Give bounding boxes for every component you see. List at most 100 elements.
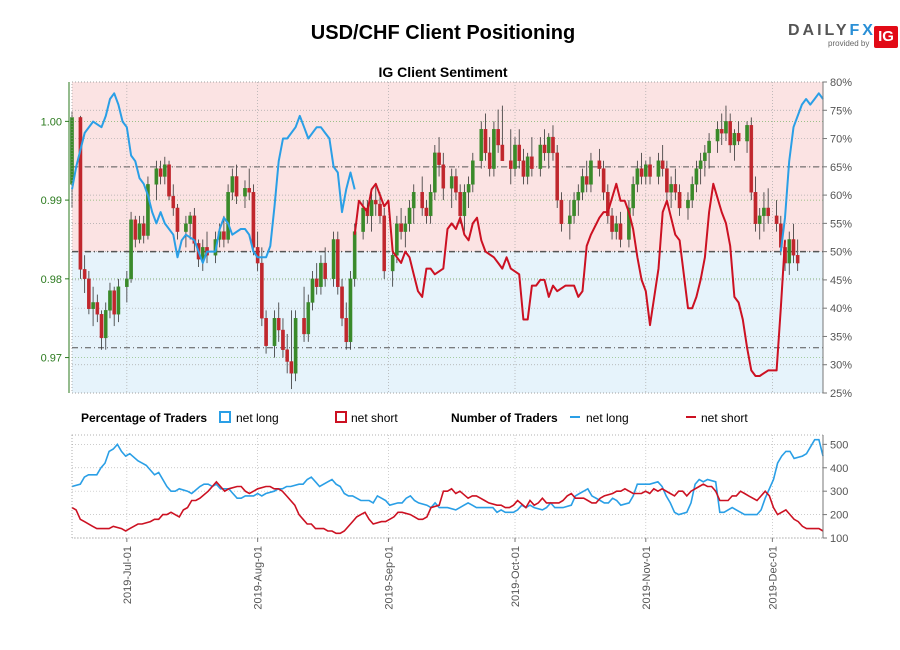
candle-body (108, 290, 112, 311)
candle-body (184, 223, 188, 232)
candle-body (116, 286, 121, 315)
candle-body (310, 278, 315, 303)
candle-body (508, 160, 513, 169)
candle-body (441, 164, 446, 189)
candle-body (749, 125, 754, 193)
candle-body (99, 314, 104, 339)
candle-body (635, 168, 640, 185)
legend-number-title: Number of Traders (451, 411, 558, 425)
pct-net-short-line (353, 182, 786, 377)
logo-provided-by: provided by (828, 39, 870, 48)
candle-body (715, 129, 720, 142)
candle-body (373, 199, 378, 205)
percent-axis: 25% 30% 35% 40% 45% 50% 55% 60% 65% 70% 75% 80% (823, 77, 852, 400)
date-tick-label: 2019-Dec-01 (767, 546, 779, 610)
candle-body (728, 121, 732, 146)
logo-daily: DAILY (788, 22, 850, 39)
price-tick-label: 0.97 (41, 353, 62, 365)
candle-body (614, 223, 619, 232)
candle-body (513, 144, 517, 169)
candle-body (462, 192, 467, 217)
candle-body (487, 152, 492, 169)
candle-body (378, 203, 382, 217)
legend-pct-net-short: net short (351, 411, 398, 425)
candle-body (314, 278, 319, 287)
pct-tick-label: 25% (830, 388, 852, 400)
pct-tick-label: 65% (830, 162, 852, 174)
candle-body (112, 290, 116, 315)
candle-body (167, 164, 171, 197)
candle-body (677, 192, 682, 209)
candle-body (390, 255, 395, 272)
candle-body (103, 310, 108, 339)
candle-body (260, 262, 264, 319)
count-net-long-line (71, 438, 824, 516)
pct-tick-label: 70% (830, 134, 852, 146)
candle-body (517, 144, 522, 161)
candle-body (690, 184, 695, 201)
candle-body (137, 223, 142, 240)
candle-body (243, 188, 247, 197)
count-tick-label: 300 (830, 486, 848, 498)
candle-body (719, 129, 724, 134)
pct-tick-label: 40% (830, 303, 852, 315)
candle-body (285, 349, 289, 362)
candle-body (673, 184, 678, 193)
candle-body (791, 239, 796, 256)
main-frame (68, 81, 824, 394)
candle-body (289, 361, 294, 374)
pct-tick-label: 60% (830, 190, 852, 202)
pct-tick-label: 50% (830, 247, 852, 259)
count-tick-label: 500 (830, 439, 848, 451)
candle-body (352, 231, 357, 280)
date-axis: 2019-Jul-01 2019-Aug-01 2019-Sep-01 2019-Oc… (122, 538, 779, 610)
candle-body (234, 176, 239, 197)
legend: Percentage of Traders net long net short… (81, 411, 748, 425)
candle-body (163, 164, 167, 177)
dailyfx-logo: DAILYFX provided by IG (788, 22, 898, 50)
candle-body (572, 199, 576, 217)
candle-body (559, 199, 564, 224)
candle-body (141, 223, 146, 236)
logo-fx: FX (849, 22, 876, 39)
candle-body (555, 152, 559, 201)
candle-body (424, 207, 429, 217)
candle-body (306, 302, 311, 335)
candle-body (618, 223, 623, 240)
candle-body (222, 231, 226, 240)
net-long-zone (72, 251, 823, 393)
candle-body (766, 207, 770, 217)
candle-body (302, 318, 306, 335)
count-axis: 100 200 300 400 500 (823, 439, 848, 545)
candle-body (521, 160, 526, 177)
candle-body (774, 215, 779, 224)
candle-body (171, 195, 176, 209)
candle-body (660, 160, 665, 169)
price-tick-label: 0.98 (41, 274, 62, 286)
candle-body (344, 318, 349, 343)
candle-body (336, 239, 340, 287)
candle-body (146, 184, 150, 236)
candle-body (428, 192, 433, 217)
pct-tick-label: 75% (830, 105, 852, 117)
candle-body (745, 125, 749, 142)
candle-body (580, 176, 585, 193)
price-tick-label: 0.99 (41, 195, 62, 207)
candle-body (158, 168, 163, 177)
candle-body (420, 192, 424, 209)
candle-body (449, 176, 454, 189)
candle-body (458, 192, 462, 217)
candle-body (707, 140, 711, 154)
candle-body (669, 184, 673, 193)
candle-body (492, 129, 496, 169)
candle-body (95, 302, 100, 315)
date-tick-label: 2019-Jul-01 (122, 546, 134, 604)
candle-body (226, 192, 230, 240)
candle-body (589, 160, 593, 185)
candle-body (411, 192, 416, 209)
candle-body (192, 215, 197, 244)
candle-body (694, 168, 699, 185)
count-tick-label: 400 (830, 463, 848, 475)
candle-body (361, 207, 365, 232)
legend-pct-long-swatch (219, 411, 231, 423)
